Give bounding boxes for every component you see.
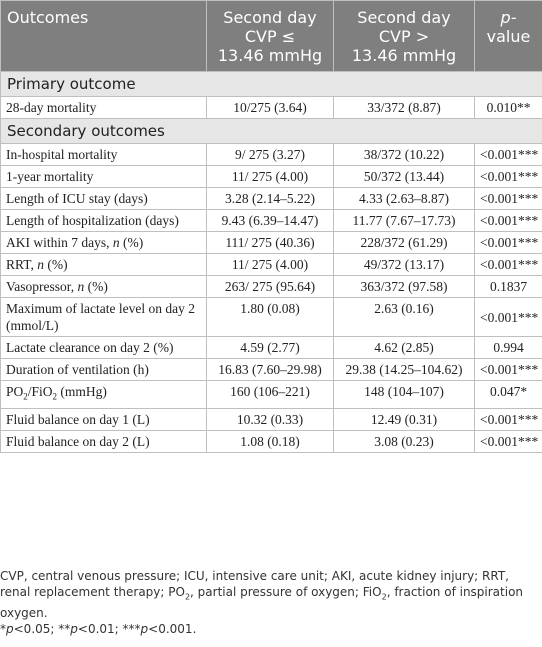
header-outcomes: Outcomes (0, 0, 207, 72)
value-cvp-high: 11.77 (7.67–17.73) (333, 209, 475, 232)
value-cvp-high: 148 (104–107) (333, 380, 475, 409)
section-title: Secondary outcomes (0, 118, 542, 144)
p-value: 0.010** (474, 96, 542, 119)
results-table-container: Outcomes Second day CVP ≤13.46 mmHg Secon… (0, 0, 542, 453)
p-value: <0.001*** (474, 253, 542, 276)
value-cvp-low: 9.43 (6.39–14.47) (206, 209, 334, 232)
abbreviations-note: CVP, central venous pressure; ICU, inten… (0, 569, 524, 621)
value-cvp-high: 49/372 (13.17) (333, 253, 475, 276)
value-cvp-low: 9/ 275 (3.27) (206, 143, 334, 166)
table-row: Fluid balance on day 2 (L) 1.08 (0.18) 3.0… (0, 429, 542, 453)
table-row: Length of hospitalization (days) 9.43 (6.… (0, 209, 542, 232)
table-row: AKI within 7 days, n (%) 111/ 275 (40.36)… (0, 231, 542, 254)
significance-note: *p<0.05; **p<0.01; ***p<0.001. (0, 622, 197, 637)
row-label: AKI within 7 days, n (%) (0, 231, 207, 254)
p-value: <0.001*** (474, 407, 542, 431)
value-cvp-high: 2.63 (0.16) (333, 297, 475, 337)
row-label: Fluid balance on day 1 (L) (0, 407, 207, 431)
section-header-row: Primary outcome (0, 71, 542, 97)
table-row: Maximum of lactate level on day 2 (mmol/… (0, 297, 542, 337)
row-label: Fluid balance on day 2 (L) (0, 429, 207, 453)
table-row: Fluid balance on day 1 (L) 10.32 (0.33) 12… (0, 407, 542, 431)
value-cvp-high: 4.62 (2.85) (333, 336, 475, 359)
p-value: 0.1837 (474, 275, 542, 298)
header-row: Outcomes Second day CVP ≤13.46 mmHg Secon… (0, 0, 542, 72)
row-label: 28-day mortality (0, 96, 207, 119)
section-header-row: Secondary outcomes (0, 118, 542, 144)
p-value: <0.001*** (474, 187, 542, 210)
value-cvp-high: 3.08 (0.23) (333, 429, 475, 453)
p-value: <0.001*** (474, 429, 542, 453)
value-cvp-low: 11/ 275 (4.00) (206, 253, 334, 276)
row-label: Length of ICU stay (days) (0, 187, 207, 210)
row-label: PO2/FiO2 (mmHg) (0, 380, 207, 409)
row-label: Vasopressor, n (%) (0, 275, 207, 298)
p-value: 0.994 (474, 336, 542, 359)
p-value: <0.001*** (474, 209, 542, 232)
value-cvp-low: 10/275 (3.64) (206, 96, 334, 119)
header-cvp-high: Second day CVP >13.46 mmHg (333, 0, 475, 72)
p-value: <0.001*** (474, 297, 542, 337)
row-label: Maximum of lactate level on day 2 (mmol/… (0, 297, 207, 337)
value-cvp-high: 4.33 (2.63–8.87) (333, 187, 475, 210)
table-row: Lactate clearance on day 2 (%) 4.59 (2.77… (0, 336, 542, 359)
p-value: <0.001*** (474, 231, 542, 254)
table-row: Vasopressor, n (%) 263/ 275 (95.64) 363/37… (0, 275, 542, 298)
table-footnotes: CVP, central venous pressure; ICU, inten… (0, 568, 542, 637)
table-row: Duration of ventilation (h) 16.83 (7.60–2… (0, 358, 542, 381)
value-cvp-low: 111/ 275 (40.36) (206, 231, 334, 254)
value-cvp-high: 29.38 (14.25–104.62) (333, 358, 475, 381)
value-cvp-low: 3.28 (2.14–5.22) (206, 187, 334, 210)
row-label: 1-year mortality (0, 165, 207, 188)
header-p-value: p-value (474, 0, 542, 72)
p-value: 0.047* (474, 380, 542, 409)
table-row: In-hospital mortality 9/ 275 (3.27) 38/372… (0, 143, 542, 166)
table-row: 28-day mortality 10/275 (3.64) 33/372 (8.8… (0, 96, 542, 119)
p-value: <0.001*** (474, 358, 542, 381)
outcomes-table: Outcomes Second day CVP ≤13.46 mmHg Secon… (0, 0, 542, 453)
row-label: In-hospital mortality (0, 143, 207, 166)
row-label: RRT, n (%) (0, 253, 207, 276)
header-cvp-low: Second day CVP ≤13.46 mmHg (206, 0, 334, 72)
value-cvp-high: 33/372 (8.87) (333, 96, 475, 119)
row-label: Duration of ventilation (h) (0, 358, 207, 381)
row-label: Lactate clearance on day 2 (%) (0, 336, 207, 359)
value-cvp-low: 11/ 275 (4.00) (206, 165, 334, 188)
value-cvp-high: 50/372 (13.44) (333, 165, 475, 188)
value-cvp-low: 16.83 (7.60–29.98) (206, 358, 334, 381)
value-cvp-low: 263/ 275 (95.64) (206, 275, 334, 298)
value-cvp-high: 228/372 (61.29) (333, 231, 475, 254)
p-value: <0.001*** (474, 143, 542, 166)
p-value: <0.001*** (474, 165, 542, 188)
table-row: Length of ICU stay (days) 3.28 (2.14–5.22… (0, 187, 542, 210)
row-label: Length of hospitalization (days) (0, 209, 207, 232)
value-cvp-low: 160 (106–221) (206, 380, 334, 409)
value-cvp-low: 10.32 (0.33) (206, 407, 334, 431)
value-cvp-high: 12.49 (0.31) (333, 407, 475, 431)
value-cvp-high: 363/372 (97.58) (333, 275, 475, 298)
table-row: RRT, n (%) 11/ 275 (4.00) 49/372 (13.17) <0… (0, 253, 542, 276)
section-title: Primary outcome (0, 71, 542, 97)
value-cvp-high: 38/372 (10.22) (333, 143, 475, 166)
value-cvp-low: 1.80 (0.08) (206, 297, 334, 337)
table-row: PO2/FiO2 (mmHg) 160 (106–221) 148 (104–107… (0, 380, 542, 409)
table-row: 1-year mortality 11/ 275 (4.00) 50/372 (13… (0, 165, 542, 188)
value-cvp-low: 4.59 (2.77) (206, 336, 334, 359)
value-cvp-low: 1.08 (0.18) (206, 429, 334, 453)
